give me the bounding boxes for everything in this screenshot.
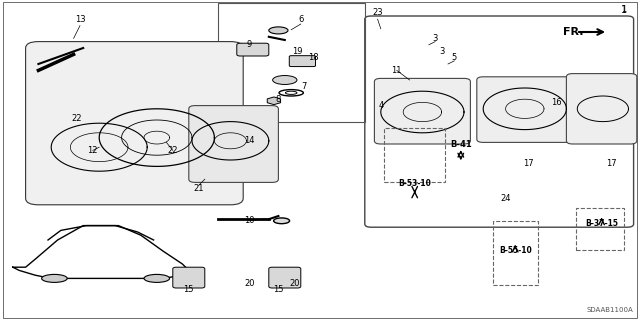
Text: 7: 7 bbox=[301, 82, 307, 91]
Ellipse shape bbox=[269, 27, 288, 34]
Text: 17: 17 bbox=[606, 159, 616, 168]
Ellipse shape bbox=[42, 275, 67, 283]
Ellipse shape bbox=[274, 218, 290, 224]
Text: 22: 22 bbox=[168, 146, 178, 155]
Text: 19: 19 bbox=[292, 47, 303, 56]
Text: 14: 14 bbox=[244, 136, 255, 145]
Text: 8: 8 bbox=[276, 95, 281, 104]
Text: 5: 5 bbox=[452, 53, 457, 62]
FancyBboxPatch shape bbox=[173, 267, 205, 288]
Text: 20: 20 bbox=[244, 279, 255, 288]
Text: 23: 23 bbox=[372, 8, 383, 17]
FancyBboxPatch shape bbox=[566, 74, 637, 144]
Text: B-53-10: B-53-10 bbox=[398, 179, 431, 188]
Ellipse shape bbox=[273, 76, 297, 84]
Text: 15: 15 bbox=[273, 285, 284, 294]
FancyBboxPatch shape bbox=[477, 77, 576, 142]
Text: 3: 3 bbox=[433, 34, 438, 43]
Text: 1: 1 bbox=[621, 5, 627, 14]
Text: 16: 16 bbox=[552, 98, 562, 107]
Text: 13: 13 bbox=[75, 15, 85, 24]
FancyBboxPatch shape bbox=[26, 42, 243, 205]
Text: 4: 4 bbox=[378, 101, 383, 110]
Bar bbox=[576, 208, 624, 250]
Text: 11: 11 bbox=[392, 66, 402, 75]
FancyBboxPatch shape bbox=[237, 43, 269, 56]
Text: 15: 15 bbox=[184, 285, 194, 294]
Text: B-41: B-41 bbox=[450, 140, 472, 149]
Ellipse shape bbox=[144, 275, 170, 283]
Text: 20: 20 bbox=[289, 279, 300, 288]
Text: 3: 3 bbox=[439, 47, 444, 56]
Bar bbox=[384, 128, 445, 182]
Text: 24: 24 bbox=[500, 194, 511, 203]
Text: FR.: FR. bbox=[563, 27, 583, 37]
FancyBboxPatch shape bbox=[374, 78, 470, 144]
Text: SDAAB1100A: SDAAB1100A bbox=[587, 308, 634, 313]
Text: 17: 17 bbox=[523, 159, 533, 168]
Text: B-37-15: B-37-15 bbox=[585, 219, 618, 228]
Bar bbox=[493, 221, 538, 285]
Text: 18: 18 bbox=[308, 53, 319, 62]
Text: 6: 6 bbox=[298, 15, 303, 24]
Text: 21: 21 bbox=[193, 184, 204, 193]
Bar bbox=[218, 3, 365, 122]
Text: 9: 9 bbox=[247, 40, 252, 49]
Text: 22: 22 bbox=[72, 114, 82, 123]
FancyBboxPatch shape bbox=[189, 106, 278, 182]
FancyBboxPatch shape bbox=[269, 267, 301, 288]
Text: 10: 10 bbox=[244, 216, 255, 225]
Text: 12: 12 bbox=[88, 146, 98, 155]
Text: 1: 1 bbox=[621, 4, 627, 15]
FancyBboxPatch shape bbox=[289, 56, 316, 67]
Text: B-55-10: B-55-10 bbox=[499, 246, 532, 255]
